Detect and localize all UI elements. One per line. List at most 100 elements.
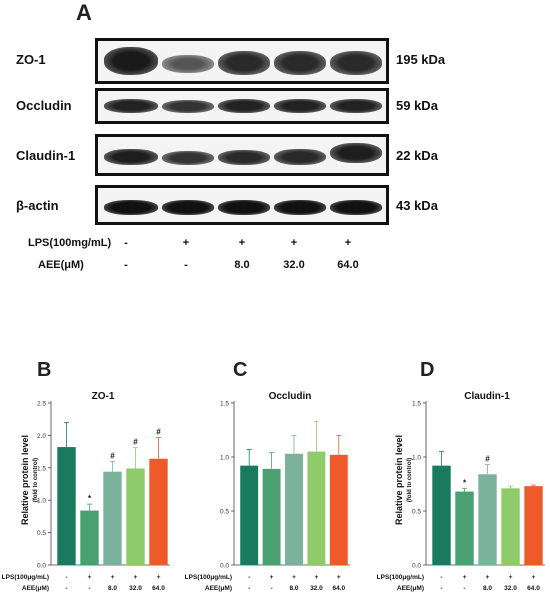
aee-value: 8.0: [108, 585, 117, 592]
kda-label-claudin1: 22 kDa: [396, 148, 438, 163]
blot-band: [330, 99, 382, 113]
blot-beta-actin: [95, 185, 389, 225]
lps-value: +: [337, 574, 341, 581]
bar: [329, 454, 348, 565]
kda-label-beta-actin: 43 kDa: [396, 198, 438, 213]
blot-band: [218, 200, 270, 215]
aee-label: AEE(μM): [22, 585, 49, 592]
lps-value: +: [463, 574, 467, 581]
chart-title: Claudin-1: [464, 391, 510, 402]
aee-value: 8.0: [234, 259, 250, 271]
lps-value: -: [248, 574, 250, 581]
lps-label-a: LPS(100mg/mL): [28, 237, 112, 249]
panel-letter: D: [420, 359, 434, 381]
blot-band: [162, 200, 214, 215]
y-tick-label: 0.0: [412, 563, 421, 570]
lps-label: LPS(100μg/mL): [185, 574, 232, 581]
bar: [240, 465, 259, 565]
significance-mark: #: [485, 455, 490, 464]
y-tick-label: 0.5: [220, 509, 229, 516]
blot-band: [274, 99, 326, 113]
lps-value: -: [124, 237, 128, 249]
kda-label-occludin: 59 kDa: [396, 98, 438, 113]
blot-band: [104, 149, 158, 165]
blot-label-zo1: ZO-1: [16, 52, 46, 67]
aee-label: AEE(μM): [205, 585, 232, 592]
aee-value: -: [88, 585, 90, 592]
lps-label: LPS(100μg/mL): [2, 574, 49, 581]
aee-value: 32.0: [283, 259, 305, 271]
lps-value: +: [486, 574, 490, 581]
blot-label-beta-actin: β-actin: [16, 198, 59, 213]
aee-value: 32.0: [129, 585, 142, 592]
significance-mark: #: [156, 427, 161, 436]
kda-label-zo1: 195 kDa: [396, 52, 446, 67]
y-axis-sublabel: (fold to control): [407, 458, 413, 502]
aee-value: 32.0: [504, 585, 517, 592]
bar: [80, 510, 99, 565]
aee-value: 64.0: [332, 585, 345, 592]
blot-band: [218, 51, 270, 75]
y-tick-label: 1.5: [412, 401, 421, 408]
y-tick-label: 0.5: [412, 509, 421, 516]
aee-value: -: [248, 585, 250, 592]
significance-mark: #: [110, 451, 115, 460]
blot-band: [218, 99, 270, 113]
y-axis-label: Relative protein level: [394, 435, 404, 525]
lps-value: +: [270, 574, 274, 581]
lps-value: +: [88, 574, 92, 581]
y-tick-label: 2.0: [37, 433, 46, 440]
bar: [307, 451, 326, 565]
lps-value: +: [292, 574, 296, 581]
bar: [455, 491, 474, 565]
lps-value: +: [182, 237, 190, 249]
y-axis-label: Relative protein level: [20, 435, 30, 525]
blot-band: [274, 149, 326, 165]
bar: [57, 447, 76, 565]
blot-band: [104, 200, 158, 215]
blot-band: [162, 55, 214, 73]
lps-value: +: [509, 574, 513, 581]
y-axis-sublabel: (fold to control): [33, 458, 39, 502]
aee-label: AEE(μM): [397, 585, 424, 592]
blot-band: [104, 47, 158, 75]
y-tick-label: 0.0: [220, 563, 229, 570]
blot-band: [218, 150, 270, 165]
aee-value: 64.0: [527, 585, 540, 592]
aee-value: -: [440, 585, 442, 592]
significance-mark: *: [463, 478, 467, 487]
blot-band: [330, 143, 382, 163]
aee-value: -: [124, 259, 128, 271]
aee-value: -: [271, 585, 273, 592]
blot-band: [274, 51, 326, 75]
blot-band: [104, 99, 158, 113]
blot-claudin1: [95, 134, 389, 176]
aee-value: 8.0: [483, 585, 492, 592]
lps-value: +: [315, 574, 319, 581]
panel-a-letter: A: [76, 0, 92, 25]
y-tick-label: 1.0: [412, 455, 421, 462]
lps-value: +: [238, 237, 246, 249]
blot-band: [330, 51, 382, 75]
aee-value: 8.0: [289, 585, 298, 592]
bar: [524, 486, 543, 565]
panel-letter: C: [233, 359, 247, 381]
aee-value: -: [184, 259, 188, 271]
bar: [262, 468, 281, 565]
lps-value: +: [344, 237, 352, 249]
lps-value: +: [111, 574, 115, 581]
aee-value: 64.0: [337, 259, 359, 271]
aee-value: -: [65, 585, 67, 592]
blot-band: [330, 200, 382, 215]
blot-label-claudin1: Claudin-1: [16, 148, 76, 163]
y-tick-label: 2.5: [37, 401, 46, 408]
blot-label-occludin: Occludin: [16, 98, 72, 113]
lps-label: LPS(100μg/mL): [377, 574, 424, 581]
bar: [103, 471, 122, 565]
blot-band: [162, 100, 214, 113]
bar: [432, 465, 451, 565]
aee-value: 64.0: [152, 585, 165, 592]
significance-mark: #: [133, 438, 138, 447]
y-tick-label: 0.5: [37, 530, 46, 537]
